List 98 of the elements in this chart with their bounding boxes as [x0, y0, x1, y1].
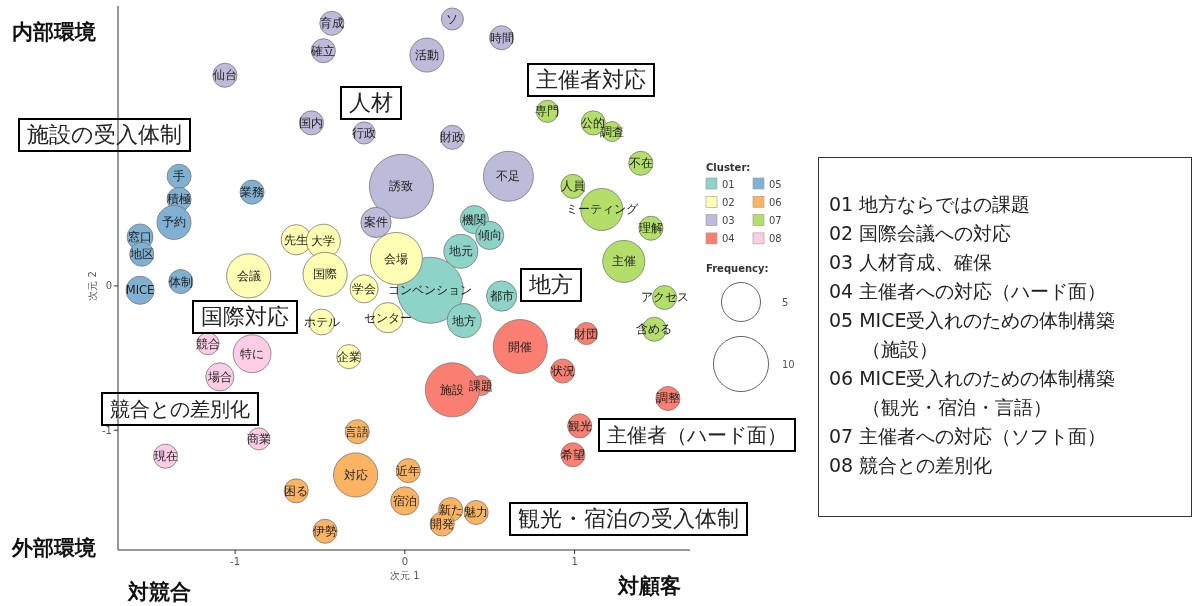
- text: 対顧客: [618, 573, 681, 600]
- annotation: 会場: [384, 251, 409, 266]
- annotation: 人員: [560, 179, 585, 194]
- legend-label: 08: [769, 233, 782, 245]
- annotation: ソ: [446, 11, 459, 26]
- annotation: 不足: [496, 169, 521, 184]
- annotation: 現在: [153, 449, 178, 464]
- annotation: 会議: [236, 268, 261, 283]
- text: 06 MICE受入れのための体制構築（観光・宿泊・言語）: [829, 366, 1117, 420]
- text: 03 人材育成、確保: [829, 250, 994, 275]
- annotation: 大学: [311, 234, 336, 249]
- legend-label: 04: [722, 233, 735, 245]
- annotation: 人材: [340, 86, 402, 120]
- text: 01 地方ならではの課題: [829, 192, 1032, 217]
- legend-label: 02: [722, 196, 735, 208]
- annotation: 地区: [128, 247, 154, 262]
- legend-title: Cluster:: [706, 162, 751, 173]
- annotation: 観光: [567, 418, 592, 433]
- annotation: 都市: [489, 289, 514, 304]
- annotation: 理解: [638, 221, 663, 236]
- annotation: 主催者（ハード面）: [598, 418, 796, 452]
- annotation: 魅力: [464, 505, 489, 520]
- legend-label: 10: [782, 359, 795, 370]
- annotation: 宿泊: [392, 493, 417, 508]
- x-axis-title: 次元 1: [390, 570, 420, 581]
- annotation: 対応: [343, 467, 368, 482]
- annotation: 育成: [319, 16, 344, 31]
- annotation: 主催: [611, 254, 636, 269]
- annotation: 誘致: [389, 179, 414, 194]
- annotation: センター: [363, 310, 412, 325]
- annotation: 商業: [246, 431, 271, 446]
- text: 02 国際会議への対応: [829, 221, 1013, 246]
- text: 対競合: [128, 579, 191, 606]
- legend-label: 05: [769, 178, 782, 190]
- annotation: MICE: [125, 283, 155, 298]
- annotation: 伊勢: [313, 524, 338, 539]
- annotation: 地方: [520, 268, 582, 302]
- annotation: 開発: [430, 517, 455, 532]
- text: 07 主催者への対応（ソフト面）: [829, 424, 1108, 449]
- annotation: 地方: [451, 313, 477, 328]
- text: 08 競合との差別化: [829, 453, 994, 478]
- annotation: 近年: [396, 463, 421, 478]
- annotation: 観光・宿泊の受入体制: [509, 502, 748, 536]
- annotation: 行政: [352, 125, 377, 140]
- annotation: 国際対応: [192, 300, 298, 334]
- annotation: 開催: [508, 339, 533, 354]
- annotation: 案件: [363, 215, 388, 230]
- annotation: 国内: [299, 115, 324, 130]
- annotation: 手: [173, 169, 186, 184]
- annotation: 新た: [438, 502, 463, 517]
- y-axis-title: 次元 2: [87, 271, 98, 301]
- annotation: 窓口: [128, 229, 153, 244]
- legend-label: 06: [769, 196, 782, 208]
- text: 04 主催者への対応（ハード面）: [829, 279, 1108, 304]
- annotation: 傾向: [477, 228, 502, 243]
- annotation: アクセス: [640, 290, 689, 305]
- legend-label: 03: [722, 215, 735, 227]
- annotation: 体制: [168, 274, 193, 289]
- x-tick-label: -1: [230, 556, 241, 567]
- legend-label: 07: [769, 215, 782, 227]
- annotation: 業務: [240, 185, 265, 200]
- annotation: 企業: [336, 349, 361, 364]
- annotation: 言語: [345, 424, 370, 439]
- annotation: 確立: [310, 43, 336, 58]
- annotation: 先生: [284, 232, 309, 247]
- text: 外部環境: [12, 535, 96, 562]
- annotation: 調整: [655, 391, 680, 406]
- annotation: 活動: [414, 48, 439, 63]
- legend-label: 01: [722, 178, 735, 190]
- annotation: 競合: [195, 336, 220, 351]
- annotation: 機関: [462, 212, 487, 227]
- annotation: 地元: [447, 244, 473, 259]
- annotation: 施設の受入体制: [18, 118, 191, 152]
- text: 05 MICE受入れのための体制構築（施設）: [829, 308, 1117, 362]
- annotation: 課題: [469, 378, 494, 393]
- annotation: 時間: [489, 30, 514, 45]
- annotation: 施設: [440, 382, 465, 397]
- annotation: 仙台: [212, 68, 237, 83]
- annotation: ホテル: [303, 315, 340, 330]
- annotation: 競合との差別化: [101, 392, 259, 426]
- annotation: 財政: [440, 130, 465, 145]
- annotation: 積極: [167, 192, 192, 207]
- annotation: 場合: [206, 369, 232, 384]
- legend-label: 5: [782, 297, 789, 308]
- annotation: 予約: [162, 215, 187, 230]
- text: 内部環境: [12, 19, 96, 46]
- annotation: 困る: [284, 483, 309, 498]
- annotation: 希望: [560, 447, 585, 462]
- annotation: 状況: [549, 364, 575, 379]
- annotation: 国際: [313, 267, 338, 282]
- annotation: 主催者対応: [527, 63, 655, 97]
- annotation: 特に: [240, 346, 265, 361]
- annotation: 不在: [628, 156, 653, 171]
- annotation: 学会: [352, 281, 377, 296]
- annotation: コンベンション: [388, 283, 473, 298]
- x-tick-label: 0: [401, 556, 409, 567]
- text: Frequency:: [706, 263, 769, 274]
- x-tick-label: 1: [571, 556, 578, 567]
